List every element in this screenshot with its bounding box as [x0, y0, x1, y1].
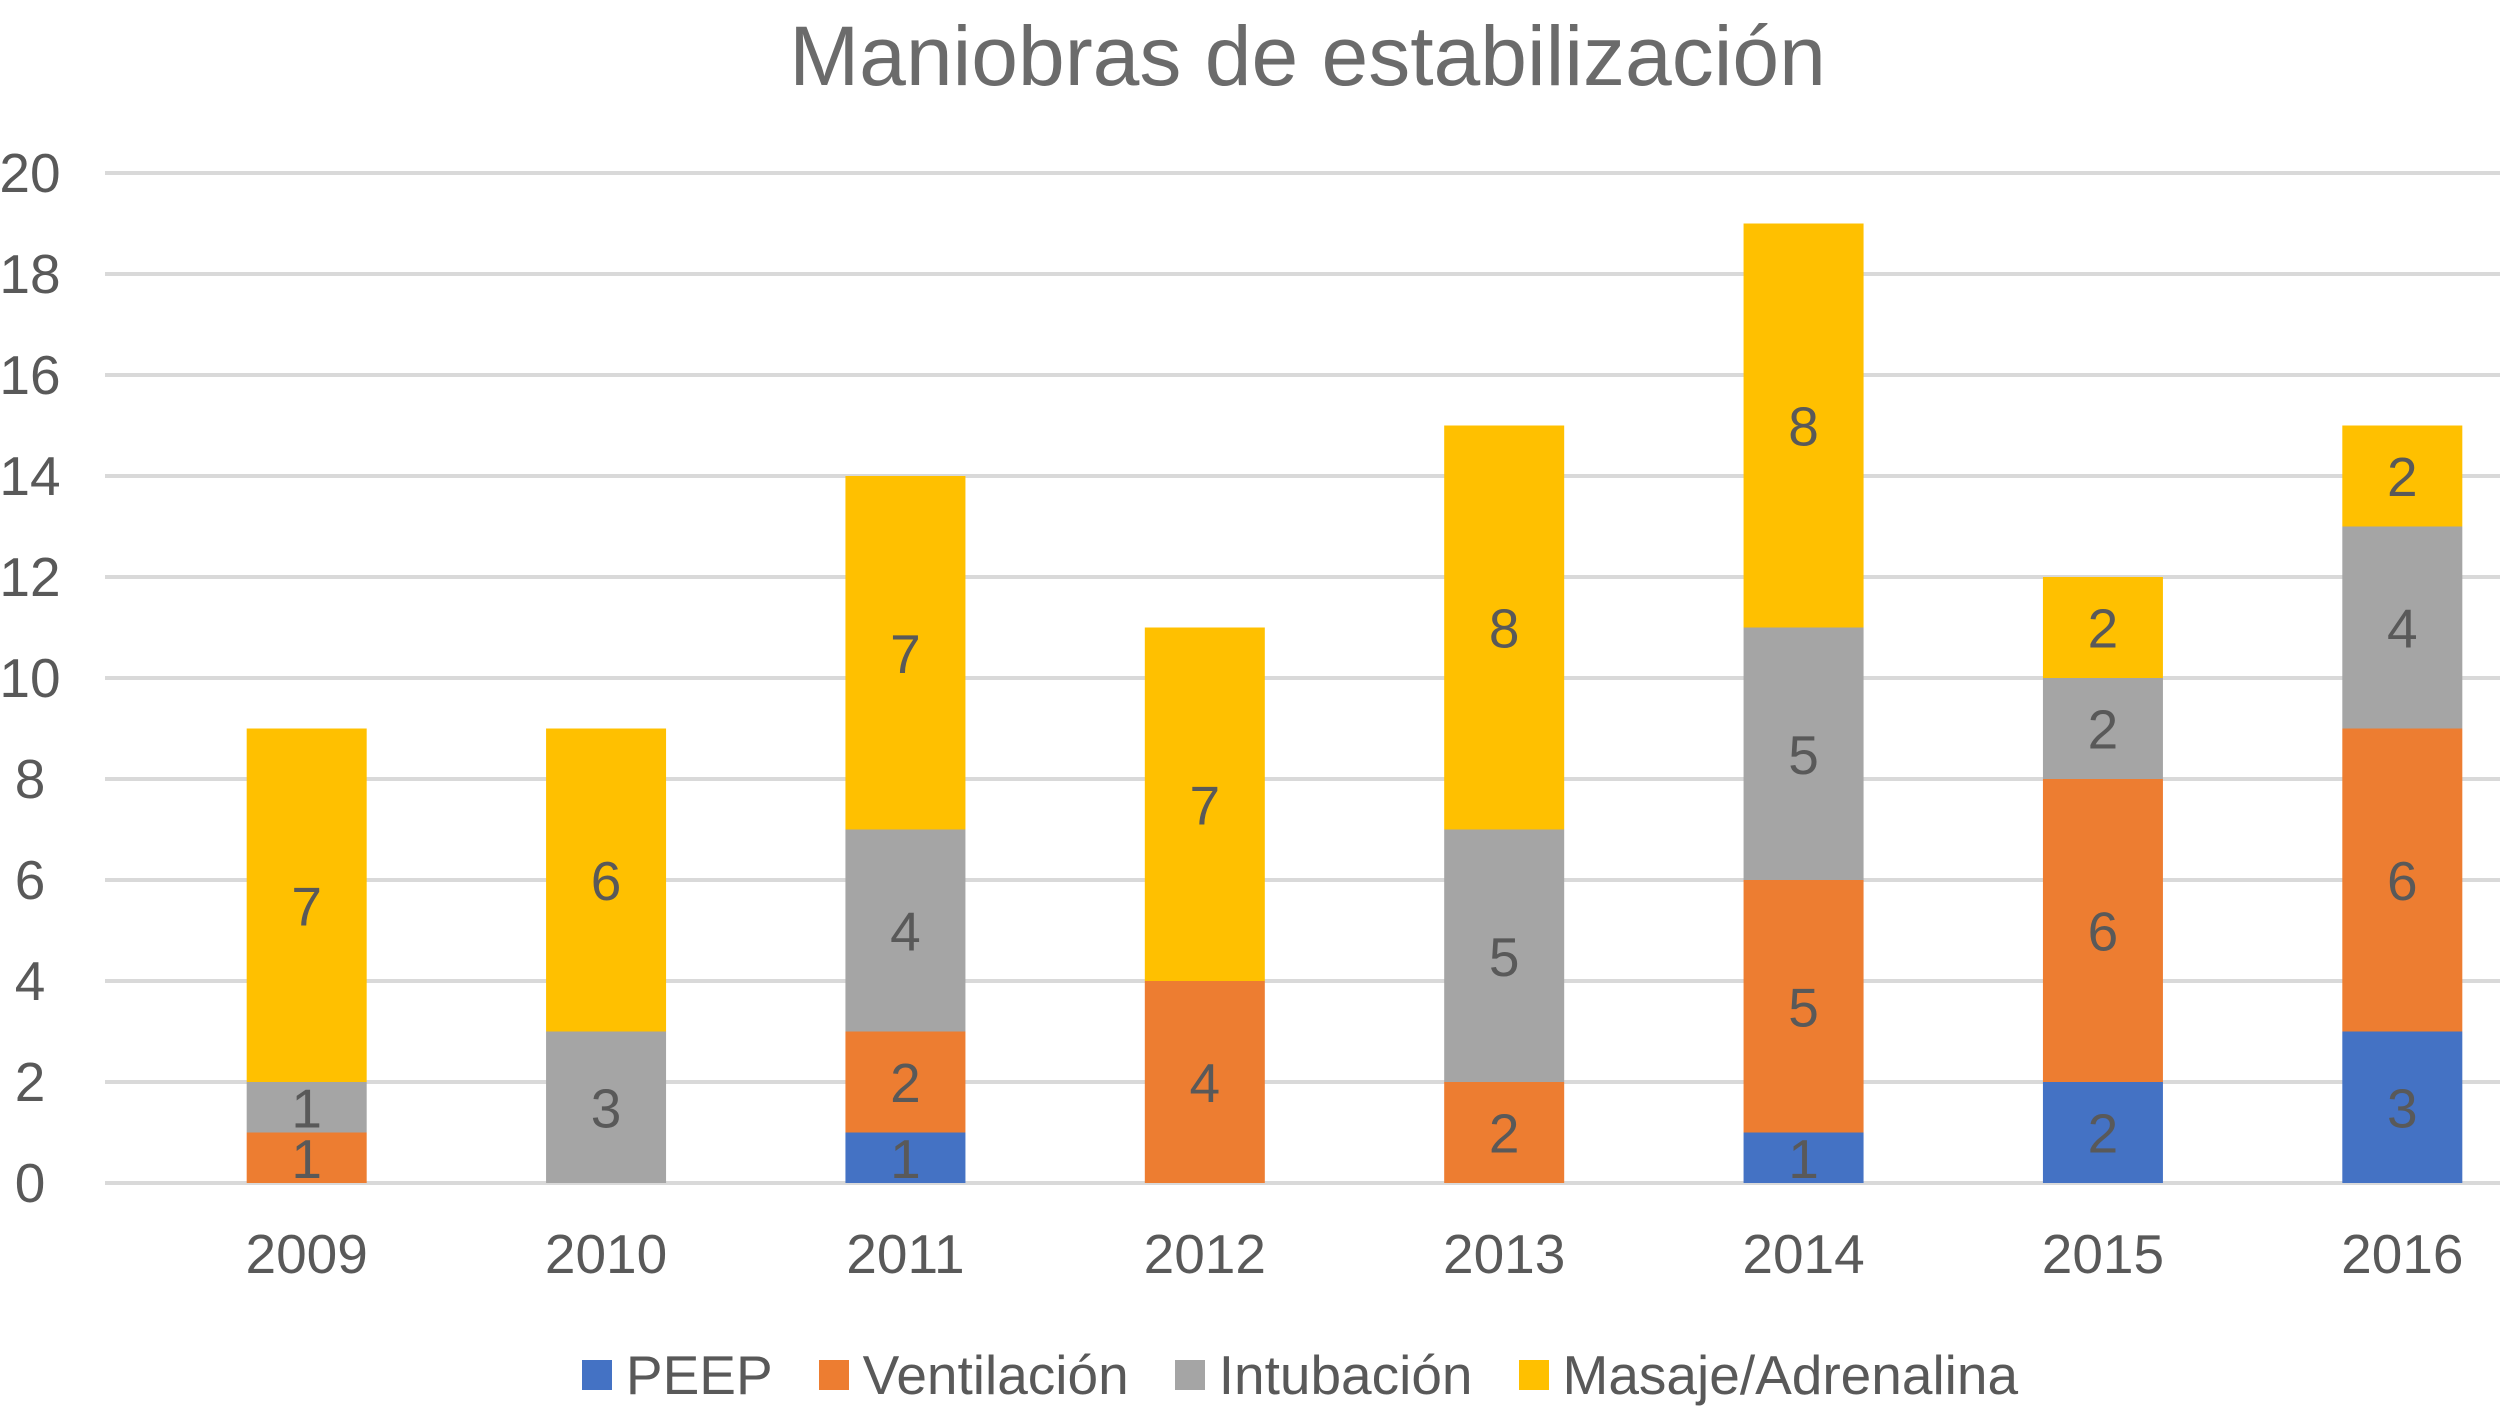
y-tick-label: 6 [15, 849, 46, 911]
y-tick-label: 18 [0, 243, 61, 305]
data-label: 1 [1788, 1128, 1819, 1190]
data-label: 2 [890, 1052, 921, 1114]
legend-item: Intubación [1174, 1343, 1473, 1407]
data-label: 4 [2387, 598, 2418, 660]
x-tick-label: 2009 [246, 1223, 368, 1285]
bar-segment [1743, 627, 1864, 880]
y-tick-label: 0 [15, 1152, 46, 1214]
data-label: 2 [2088, 1103, 2119, 1165]
data-label: 5 [1788, 724, 1819, 786]
y-tick-label: 2 [15, 1051, 46, 1113]
data-label: 8 [1788, 396, 1819, 458]
bar-segment [1144, 627, 1265, 981]
data-label: 3 [591, 1077, 622, 1139]
bar-segment [1444, 425, 1565, 830]
data-label: 1 [291, 1077, 322, 1139]
data-label: 5 [1489, 926, 1520, 988]
bar-segment [1144, 981, 1265, 1183]
data-label: 5 [1788, 976, 1819, 1038]
bar-segment [2342, 728, 2463, 1032]
x-tick-label: 2015 [2042, 1223, 2164, 1285]
bar-segment [2042, 1082, 2163, 1183]
legend-item: Ventilación [818, 1343, 1129, 1407]
y-tick-label: 14 [0, 445, 61, 507]
bar-segment [2342, 425, 2463, 527]
legend-item: Masaje/Adrenalina [1518, 1343, 2019, 1407]
legend: PEEP Ventilación Intubación Masaje/Adrenali… [50, 1335, 2500, 1415]
data-label: 7 [291, 875, 322, 937]
y-tick-label: 20 [0, 142, 61, 204]
bar-segment [2042, 678, 2163, 779]
x-tick-label: 2013 [1443, 1223, 1565, 1285]
bar-segment [546, 728, 667, 1032]
data-label: 1 [291, 1128, 322, 1190]
y-tick-label: 4 [15, 950, 46, 1012]
data-label: 6 [2387, 850, 2418, 912]
legend-item: PEEP [581, 1343, 773, 1407]
data-label: 6 [2088, 901, 2119, 963]
data-label: 7 [1190, 774, 1221, 836]
data-label: 2 [2387, 446, 2418, 508]
y-tick-label: 12 [0, 546, 61, 608]
data-label: 1 [890, 1128, 921, 1190]
data-label: 3 [2387, 1077, 2418, 1139]
bar-segment [1743, 1132, 1864, 1183]
data-label: 2 [2088, 699, 2119, 761]
bar-segment [246, 1132, 367, 1183]
legend-label: Masaje/Adrenalina [1562, 1344, 2019, 1406]
x-tick-label: 2010 [545, 1223, 667, 1285]
data-label: 2 [1489, 1103, 1520, 1165]
bar-segment [1743, 880, 1864, 1133]
bar-segment [2342, 1031, 2463, 1183]
x-tick-label: 2012 [1144, 1223, 1266, 1285]
bar-segment [546, 1031, 667, 1183]
bar-segment [2342, 526, 2463, 729]
bar-segment [845, 476, 966, 830]
bar-segment [2042, 779, 2163, 1082]
bar-segment [845, 1132, 966, 1183]
y-tick-label: 8 [15, 748, 46, 810]
legend-swatch [1174, 1360, 1205, 1390]
bar-segment [1444, 829, 1565, 1082]
bar-segment [2042, 577, 2163, 678]
x-tick-label: 2014 [1742, 1223, 1864, 1285]
legend-label: Intubación [1218, 1344, 1473, 1406]
bar-segment [1743, 223, 1864, 628]
bar-segment [246, 728, 367, 1082]
data-label: 7 [890, 623, 921, 685]
legend-label: PEEP [625, 1344, 773, 1406]
legend-label: Ventilación [862, 1344, 1129, 1406]
data-label: 4 [1190, 1052, 1221, 1114]
bar-segment [246, 1082, 367, 1133]
data-label: 4 [890, 901, 921, 963]
legend-swatch [1518, 1360, 1549, 1390]
bar-segment [845, 1031, 966, 1133]
data-label: 8 [1489, 598, 1520, 660]
chart-title: Maniobras de estabilización [789, 9, 1826, 103]
x-tick-label: 2016 [2341, 1223, 2463, 1285]
y-tick-label: 10 [0, 647, 61, 709]
bar-segment [1444, 1082, 1565, 1183]
bar-segment [845, 829, 966, 1032]
y-tick-label: 16 [0, 344, 61, 406]
legend-swatch [818, 1360, 849, 1390]
legend-swatch [581, 1360, 612, 1390]
data-label: 2 [2088, 598, 2119, 660]
data-label: 6 [591, 850, 622, 912]
x-tick-label: 2011 [846, 1223, 964, 1285]
